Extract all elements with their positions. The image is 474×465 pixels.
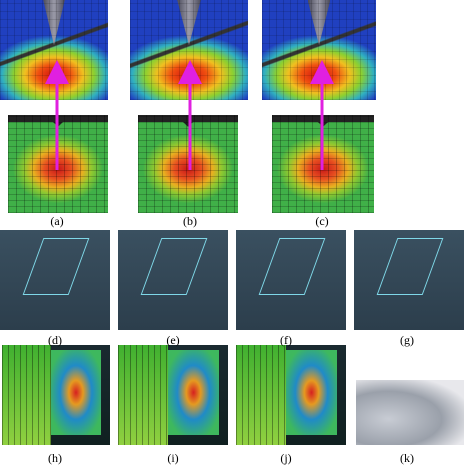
panel-label: (b) xyxy=(183,214,197,228)
panel-label: (d) xyxy=(48,333,62,347)
panel-label: (a) xyxy=(50,214,64,228)
simulation-image xyxy=(138,115,238,213)
panel-label: (e) xyxy=(166,333,180,347)
panel-label: (c) xyxy=(315,214,329,228)
panel-label: (j) xyxy=(280,451,292,465)
panel-label: (g) xyxy=(400,333,414,347)
simulation-image xyxy=(118,345,228,445)
simulation-image xyxy=(236,230,346,330)
simulation-image xyxy=(0,0,108,100)
panel-label: (f) xyxy=(280,333,292,347)
simulation-image xyxy=(354,230,464,330)
simulation-image xyxy=(0,230,110,330)
simulation-image xyxy=(118,230,228,330)
simulation-image xyxy=(130,0,248,100)
photo xyxy=(356,380,464,445)
simulation-image xyxy=(236,345,346,445)
simulation-image xyxy=(2,345,110,445)
panel-label: (i) xyxy=(167,451,179,465)
simulation-image xyxy=(8,115,108,213)
simulation-image xyxy=(272,115,374,213)
panel-label: (k) xyxy=(400,451,414,465)
panel-label: (h) xyxy=(48,451,62,465)
